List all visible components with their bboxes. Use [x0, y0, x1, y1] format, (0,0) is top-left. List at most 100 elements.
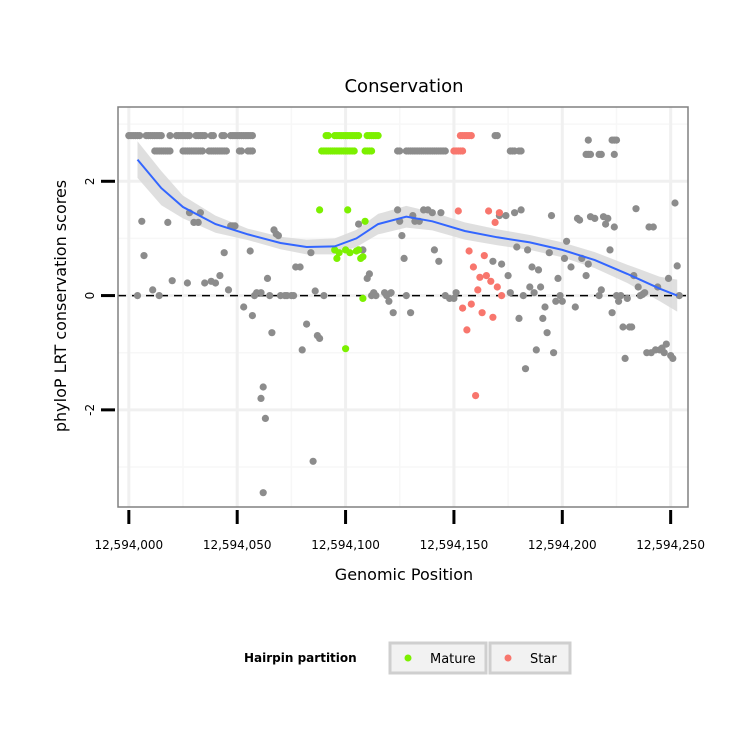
data-point-other: [545, 249, 553, 257]
data-point-other: [216, 272, 224, 280]
data-point-other: [524, 246, 532, 254]
data-point-other: [608, 309, 616, 317]
data-point-other: [224, 286, 233, 294]
data-point-other: [537, 283, 545, 291]
data-point-other: [632, 205, 640, 213]
data-point-mature: [346, 249, 354, 257]
data-point-other: [355, 220, 363, 228]
data-point-other: [498, 260, 506, 268]
data-point-other: [266, 292, 274, 300]
confidence-ribbon: [137, 141, 678, 312]
data-point-other: [662, 340, 670, 348]
data-point-other: [489, 257, 497, 265]
data-point-star: [467, 132, 475, 140]
data-point-other: [539, 314, 547, 322]
data-point-other: [261, 414, 269, 422]
data-point-other: [259, 383, 267, 391]
data-point-other: [222, 147, 230, 155]
data-point-star: [480, 252, 488, 260]
data-point-other: [582, 272, 590, 280]
data-point-other: [309, 457, 317, 465]
legend-label-mature: Mature: [430, 652, 476, 667]
data-point-other: [428, 209, 436, 217]
data-point-other: [246, 247, 254, 255]
y-axis-title: phyloP LRT conservation scores: [51, 180, 70, 432]
data-point-other: [530, 289, 538, 297]
data-point-other: [168, 277, 176, 285]
data-point-other: [513, 243, 521, 251]
data-point-other: [606, 246, 614, 254]
data-point-mature: [350, 147, 358, 155]
data-point-other: [556, 292, 564, 300]
data-point-star: [476, 273, 484, 281]
data-point-other: [619, 323, 627, 331]
legend-key-mature-box: [388, 641, 488, 675]
data-point-other: [623, 294, 631, 302]
data-point-star: [467, 300, 475, 308]
data-point-other: [198, 147, 207, 155]
data-point-other: [201, 132, 209, 140]
data-point-other: [307, 249, 315, 257]
legend-key-mature-icon: [404, 654, 412, 662]
legend-key-star-box: [488, 641, 572, 675]
data-point-other: [597, 150, 605, 158]
data-point-star: [498, 292, 506, 300]
data-point-other: [209, 132, 217, 140]
x-tick-label: 12,594,250: [636, 538, 705, 552]
data-point-other: [259, 489, 267, 497]
data-point-other: [394, 206, 402, 214]
legend-title: Hairpin partition: [244, 651, 357, 665]
data-point-other: [290, 292, 298, 300]
plot-panel: [117, 106, 689, 508]
data-point-star: [493, 283, 501, 291]
data-point-star: [474, 286, 482, 294]
data-point-other: [602, 220, 610, 228]
data-point-mature: [316, 206, 324, 214]
data-point-other: [166, 147, 174, 155]
data-point-other: [617, 292, 625, 300]
series-star: [450, 132, 506, 400]
data-point-other: [541, 303, 549, 311]
data-point-other: [248, 312, 256, 320]
data-point-mature: [344, 206, 352, 214]
data-point-star: [472, 392, 480, 400]
data-point-other: [133, 292, 142, 300]
data-point-other: [641, 289, 649, 297]
data-point-other: [140, 252, 148, 260]
data-point-star: [491, 218, 499, 226]
data-point-other: [563, 237, 571, 245]
data-point-other: [558, 297, 566, 305]
x-axis-title: Genomic Position: [335, 565, 473, 584]
data-point-other: [136, 132, 144, 140]
data-point-other: [237, 147, 246, 155]
data-point-other: [452, 289, 460, 297]
series-other: [125, 132, 683, 497]
data-point-star: [459, 147, 467, 155]
series-mature: [316, 132, 382, 353]
data-point-other: [166, 132, 174, 140]
data-point-other: [634, 283, 642, 291]
data-point-other: [194, 218, 202, 226]
chart-title: Conservation: [344, 76, 463, 97]
data-point-other: [615, 297, 623, 305]
data-point-mature: [355, 132, 363, 140]
data-point-other: [365, 270, 373, 278]
data-point-other: [493, 132, 501, 140]
data-point-star: [482, 272, 490, 280]
data-point-other: [220, 249, 228, 257]
data-point-star: [489, 313, 497, 321]
data-point-mature: [368, 147, 376, 155]
data-point-mature: [335, 249, 343, 257]
data-point-other: [504, 272, 512, 280]
data-point-other: [649, 223, 657, 231]
x-tick-label: 12,594,050: [203, 538, 272, 552]
data-point-other: [521, 365, 530, 373]
data-point-other: [591, 214, 599, 222]
data-point-other: [320, 292, 328, 300]
data-point-other: [248, 132, 256, 140]
data-point-other: [450, 294, 458, 302]
data-point-mature: [374, 132, 382, 140]
data-point-other: [567, 263, 575, 271]
data-point-other: [311, 287, 319, 295]
data-point-star: [459, 304, 467, 312]
